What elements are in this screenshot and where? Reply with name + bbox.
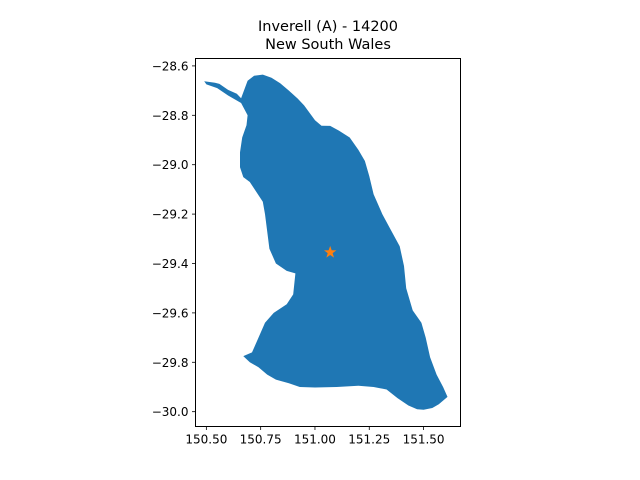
title-line-2: New South Wales bbox=[265, 37, 391, 53]
axes-frame bbox=[195, 58, 461, 427]
x-tick-label: 150.75 bbox=[240, 433, 282, 447]
y-tick-label: −30.0 bbox=[152, 405, 189, 419]
y-tick-label: −28.8 bbox=[152, 109, 189, 123]
y-tick-label: −29.0 bbox=[152, 158, 189, 172]
y-axis: −28.6 −28.8 −29.0 −29.2 −29.4 −29.6 −29.8 −30.0 bbox=[152, 59, 196, 419]
x-tick-label: 151.00 bbox=[294, 433, 336, 447]
x-axis: 150.50 150.75 151.00 151.25 151.50 bbox=[185, 426, 445, 447]
x-tick-label: 151.50 bbox=[403, 433, 445, 447]
y-tick-label: −29.4 bbox=[152, 257, 189, 271]
station-marker bbox=[323, 245, 337, 258]
y-tick-label: −29.8 bbox=[152, 356, 189, 370]
x-tick-label: 151.25 bbox=[348, 433, 390, 447]
y-tick-label: −29.6 bbox=[152, 306, 189, 320]
title-line-1: Inverell (A) - 14200 bbox=[258, 19, 398, 35]
y-tick-label: −28.6 bbox=[152, 59, 189, 73]
y-tick-label: −29.2 bbox=[152, 208, 189, 222]
plot-area bbox=[204, 74, 448, 410]
catchment-region bbox=[204, 74, 448, 410]
x-tick-label: 150.50 bbox=[185, 433, 227, 447]
